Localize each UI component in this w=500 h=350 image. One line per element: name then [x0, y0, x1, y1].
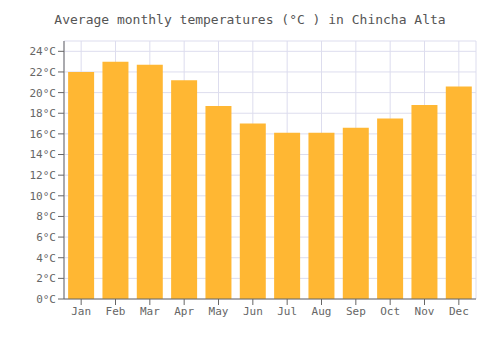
- svg-text:Sep: Sep: [346, 305, 366, 318]
- svg-text:Jun: Jun: [243, 305, 263, 318]
- svg-text:Feb: Feb: [106, 305, 126, 318]
- svg-text:Jan: Jan: [71, 305, 91, 318]
- svg-text:May: May: [209, 305, 229, 318]
- svg-text:0°C: 0°C: [36, 293, 56, 306]
- svg-text:22°C: 22°C: [30, 66, 57, 79]
- svg-text:Mar: Mar: [140, 305, 160, 318]
- svg-text:8°C: 8°C: [36, 210, 56, 223]
- svg-text:6°C: 6°C: [36, 231, 56, 244]
- svg-text:Nov: Nov: [415, 305, 435, 318]
- svg-text:2°C: 2°C: [36, 272, 56, 285]
- svg-text:14°C: 14°C: [30, 148, 57, 161]
- svg-text:12°C: 12°C: [30, 169, 57, 182]
- svg-text:Aug: Aug: [312, 305, 332, 318]
- svg-text:4°C: 4°C: [36, 252, 56, 265]
- html-text:Average monthly temperatures (: Average monthly temperatures (°C ) in Ch…: [54, 12, 446, 27]
- svg-text:10°C: 10°C: [30, 190, 57, 203]
- svg-text:20°C: 20°C: [30, 87, 57, 100]
- svg-text:Dec: Dec: [449, 305, 469, 318]
- svg-text:16°C: 16°C: [30, 128, 57, 141]
- svg-text:18°C: 18°C: [30, 107, 57, 120]
- svg-text:Apr: Apr: [174, 305, 194, 318]
- svg-text:Oct: Oct: [380, 305, 400, 318]
- svg-text:24°C: 24°C: [30, 45, 57, 58]
- svg-text:Jul: Jul: [277, 305, 297, 318]
